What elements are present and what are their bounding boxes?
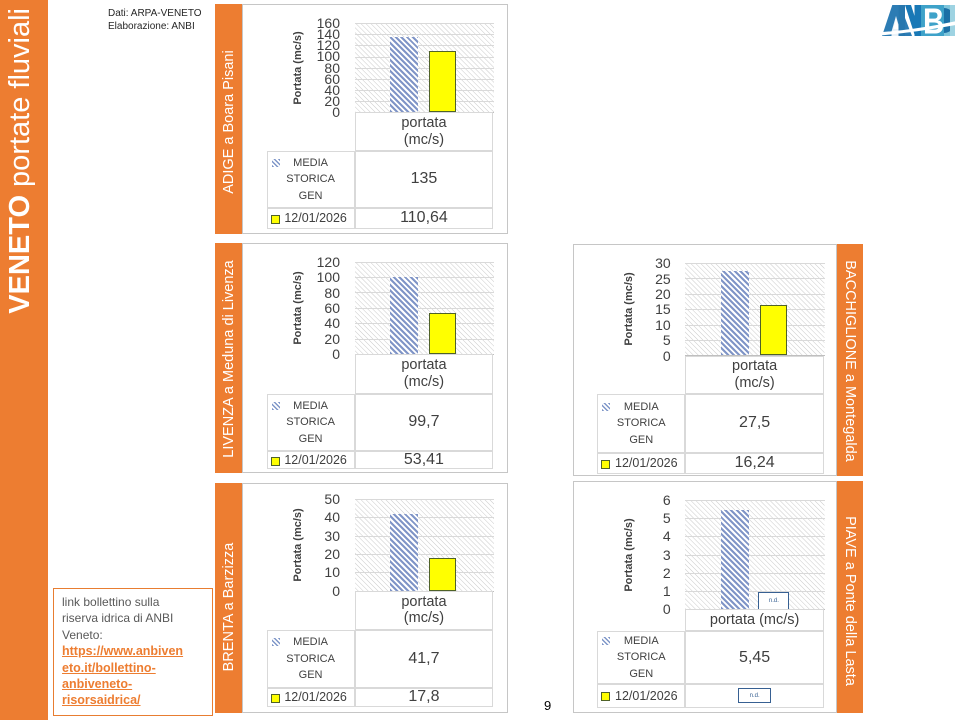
svg-text:B: B	[923, 5, 944, 36]
